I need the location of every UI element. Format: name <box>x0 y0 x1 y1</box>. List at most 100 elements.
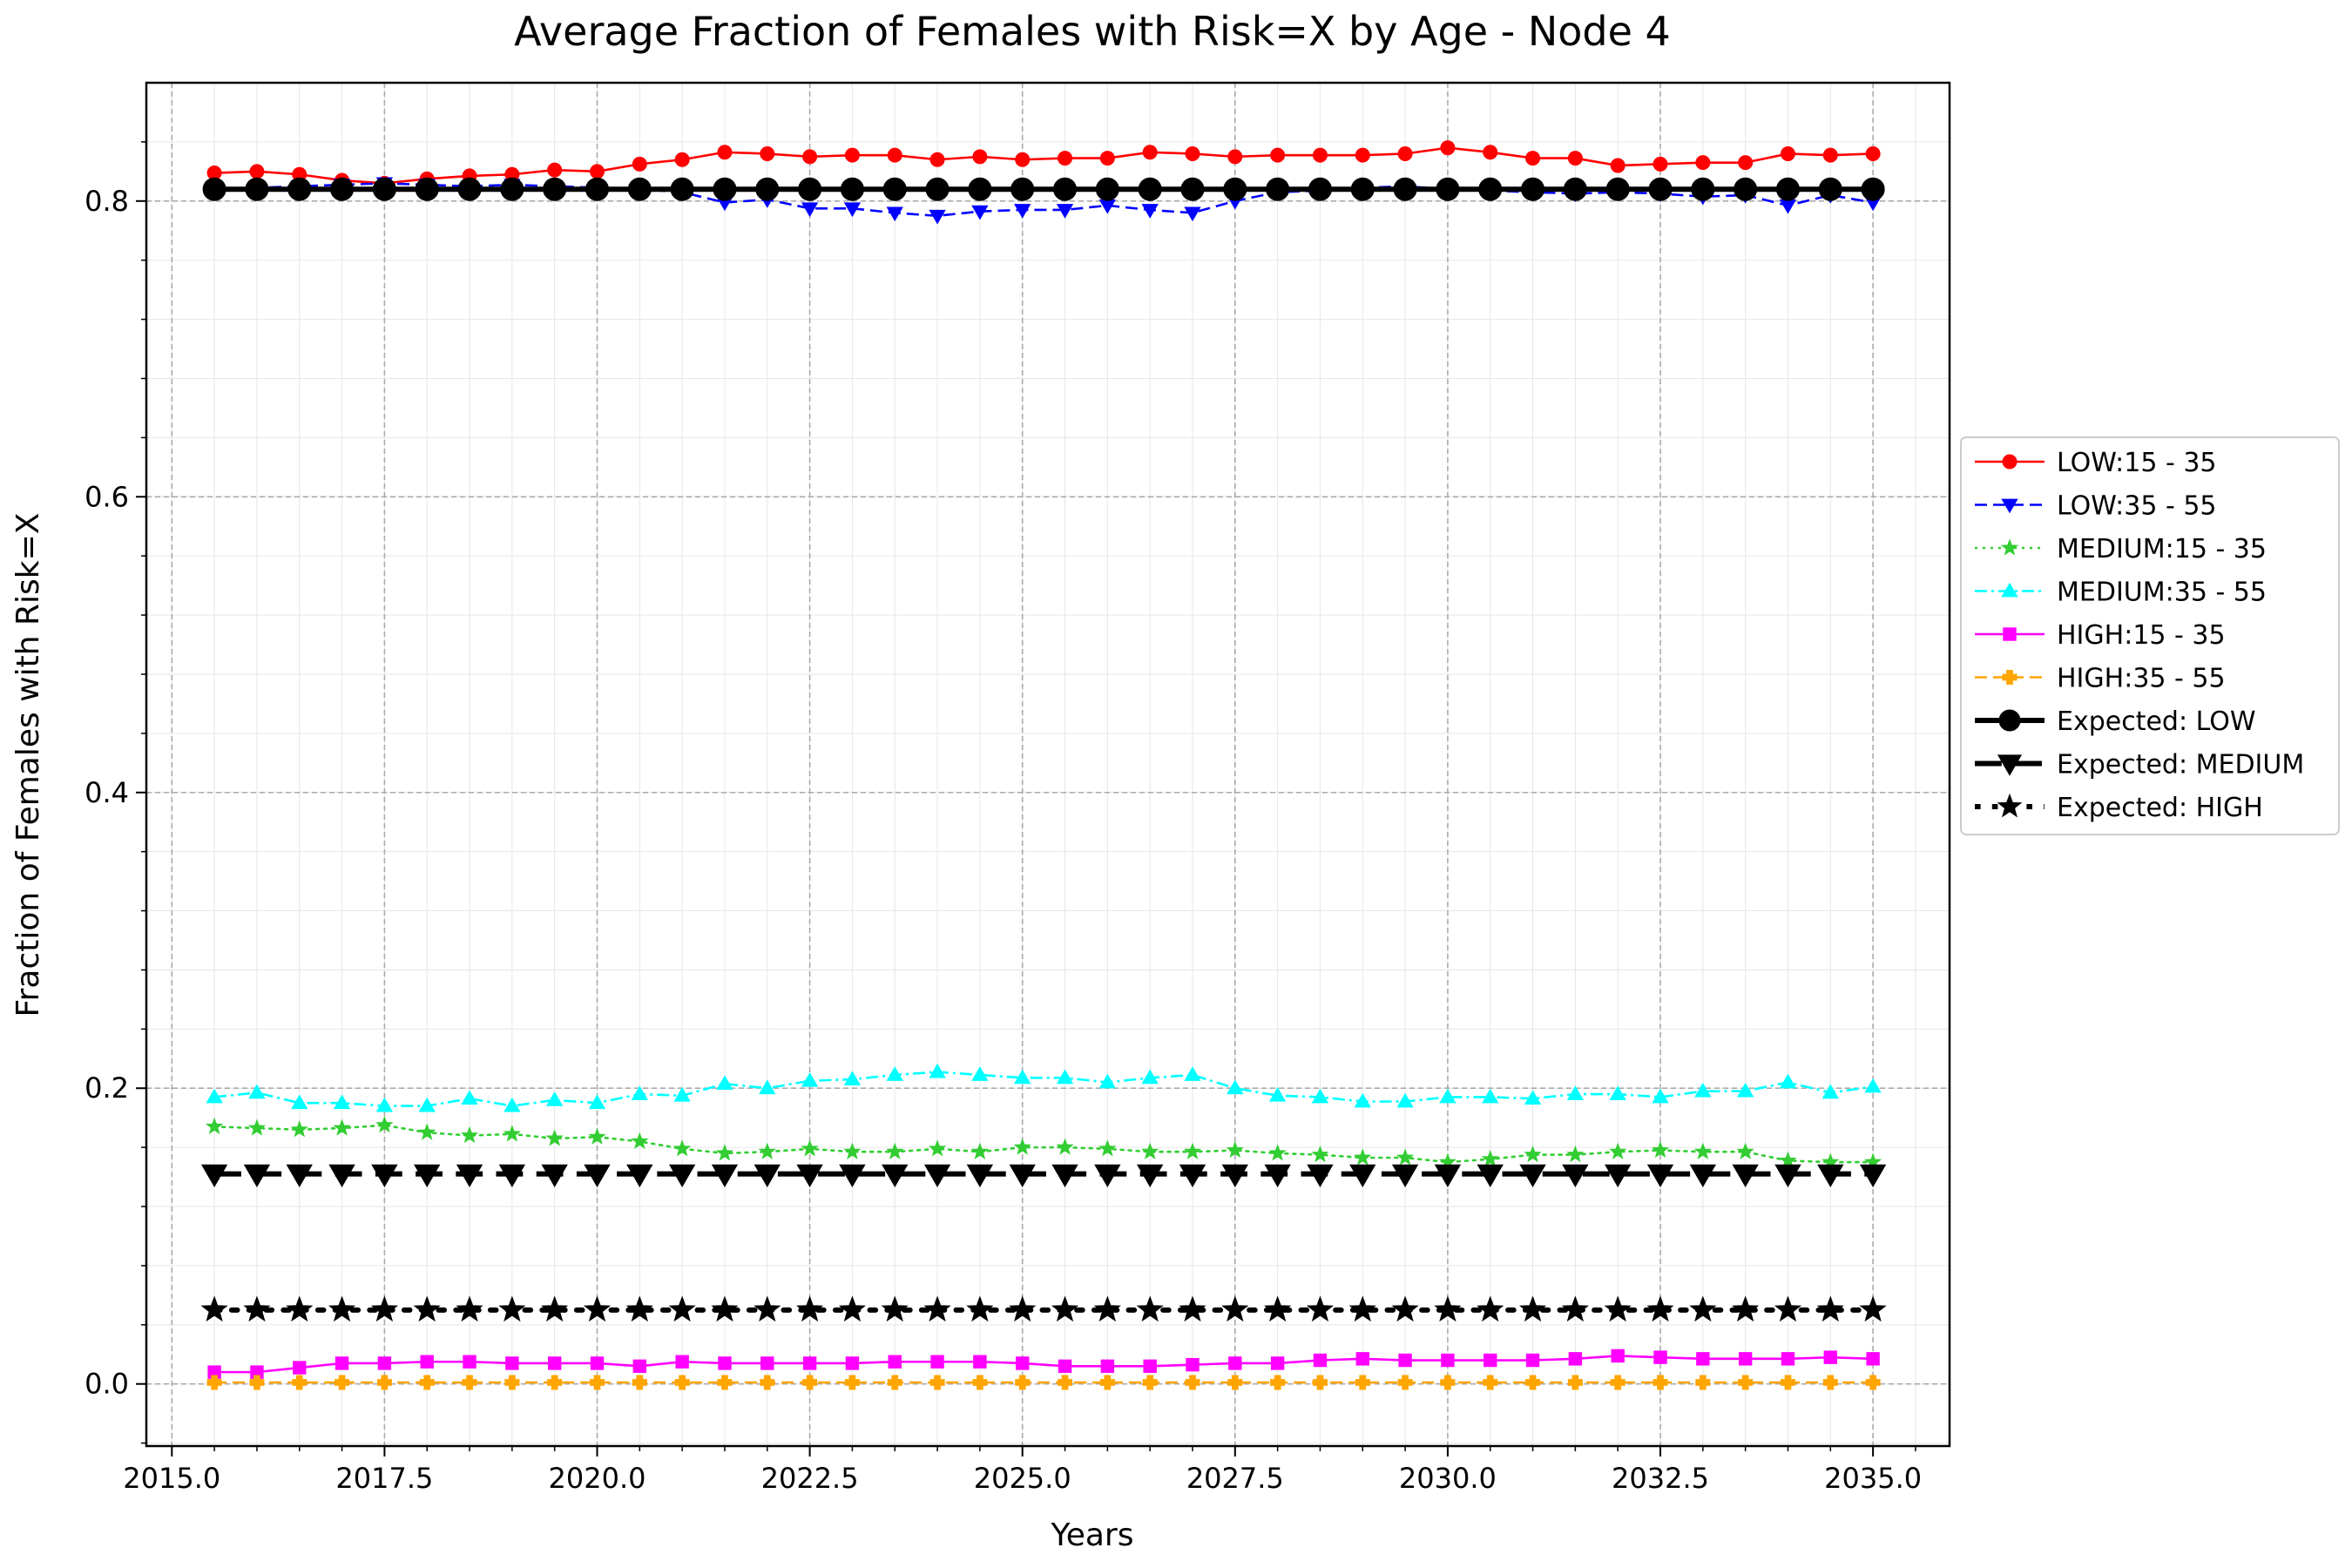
data-point <box>293 1361 307 1375</box>
data-point <box>631 1132 649 1149</box>
data-point <box>547 1356 562 1370</box>
data-point <box>1521 177 1545 201</box>
data-point <box>1566 1145 1585 1163</box>
data-point <box>1779 1151 1797 1169</box>
data-point <box>1179 1295 1206 1322</box>
data-point <box>371 1164 398 1187</box>
data-point <box>1689 1164 1717 1187</box>
data-point <box>715 1144 734 1161</box>
data-point <box>206 1375 222 1390</box>
data-point <box>541 1164 568 1187</box>
data-point <box>1056 204 1074 219</box>
legend-item: LOW:15 - 35 <box>1975 448 2217 478</box>
data-point <box>1306 1295 1335 1322</box>
data-point <box>328 1164 355 1187</box>
data-point <box>843 202 862 218</box>
data-point <box>286 1164 313 1187</box>
data-point <box>1349 1164 1376 1187</box>
data-point <box>1732 1295 1760 1322</box>
data-point <box>1775 177 1800 201</box>
data-point <box>1604 1295 1632 1322</box>
x-tick-label: 2035.0 <box>1824 1462 1922 1495</box>
x-axis-label: Years <box>1051 1517 1134 1553</box>
data-point <box>1391 1295 1419 1322</box>
data-point <box>1355 147 1370 163</box>
data-point <box>971 1066 989 1081</box>
data-point <box>1434 1164 1462 1187</box>
data-point <box>1312 147 1328 163</box>
data-point <box>1183 1142 1202 1159</box>
data-point <box>1524 1145 1542 1163</box>
data-point <box>754 1295 781 1322</box>
x-tick-label: 2020.0 <box>549 1462 646 1495</box>
data-point <box>1143 1359 1157 1374</box>
data-point <box>1093 1295 1121 1322</box>
data-point <box>1563 177 1587 201</box>
series-8 <box>200 1164 1887 1187</box>
data-point <box>1439 1088 1456 1104</box>
data-point <box>1053 177 1078 201</box>
data-point <box>1016 1356 1030 1370</box>
data-point <box>801 1139 819 1157</box>
legend-item: Expected: HIGH <box>1975 793 2263 823</box>
data-point <box>1138 177 1162 201</box>
y-tick-label: 0.0 <box>84 1368 129 1401</box>
data-point <box>1434 1295 1462 1322</box>
data-point <box>929 209 946 225</box>
data-point <box>243 1295 271 1322</box>
data-point <box>547 1375 563 1390</box>
data-point <box>1184 1066 1201 1081</box>
data-point <box>843 1071 862 1085</box>
x-tick-label: 2015.0 <box>123 1462 220 1495</box>
data-point <box>843 1142 862 1159</box>
data-point <box>584 1164 611 1187</box>
data-point <box>760 145 775 161</box>
data-point <box>755 177 780 201</box>
data-point <box>1695 1375 1711 1390</box>
legend-label: HIGH:15 - 35 <box>2057 620 2226 651</box>
data-point <box>1307 1164 1334 1187</box>
data-point <box>1014 1069 1031 1085</box>
data-point <box>1562 1164 1589 1187</box>
data-point <box>1270 147 1286 163</box>
data-point <box>1264 1295 1292 1322</box>
data-point <box>1484 1353 1497 1368</box>
data-point <box>966 1164 994 1187</box>
data-point <box>588 1127 606 1145</box>
data-point <box>463 1355 476 1369</box>
data-point <box>1646 1164 1674 1187</box>
data-point <box>1179 1164 1206 1187</box>
data-point <box>1652 156 1668 172</box>
data-point <box>1099 1375 1115 1390</box>
data-point <box>1311 1088 1329 1104</box>
data-point <box>1141 1069 1159 1085</box>
data-point <box>1391 1164 1419 1187</box>
data-point <box>1822 1375 1838 1390</box>
data-point <box>543 177 567 201</box>
legend-swatch-marker <box>2002 454 2017 470</box>
legend-label: Expected: LOW <box>2057 706 2256 737</box>
data-point <box>711 1295 739 1322</box>
legend-label: Expected: HIGH <box>2057 793 2263 823</box>
legend-box <box>1960 436 2340 835</box>
data-point <box>1696 1352 1710 1366</box>
data-point <box>1094 1164 1121 1187</box>
data-point <box>1348 1295 1376 1322</box>
data-point <box>1223 177 1247 201</box>
data-point <box>1270 1356 1285 1370</box>
y-tick-label: 0.6 <box>84 480 129 513</box>
data-point <box>929 152 945 167</box>
plot-frame <box>145 81 1951 1448</box>
data-point <box>1859 1295 1887 1322</box>
data-point <box>1058 1359 1072 1374</box>
data-point <box>1693 1142 1712 1159</box>
data-point <box>966 1295 994 1322</box>
legend-swatch-marker <box>2003 627 2017 641</box>
data-point <box>1270 1375 1286 1390</box>
data-point <box>1141 1142 1159 1159</box>
data-point <box>243 1164 271 1187</box>
data-point <box>375 1116 394 1133</box>
data-point <box>1184 206 1201 222</box>
x-tick-label: 2025.0 <box>974 1462 1071 1495</box>
data-point <box>840 177 864 201</box>
